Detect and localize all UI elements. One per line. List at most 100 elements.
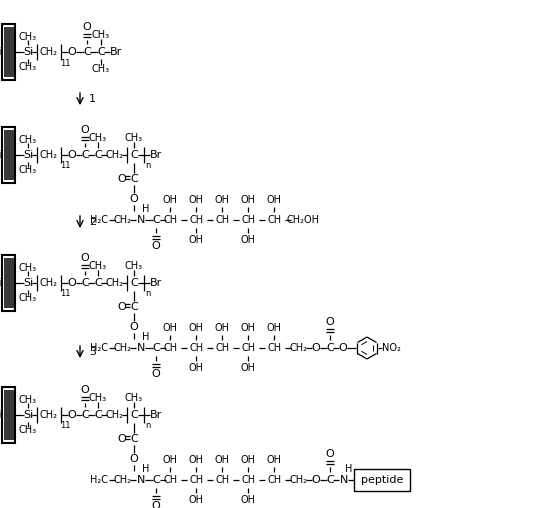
Text: CH₂: CH₂ [113,343,131,353]
Text: CH₂: CH₂ [113,475,131,485]
Text: H: H [142,204,150,214]
Text: CH₂: CH₂ [40,47,58,57]
Text: C: C [130,150,138,160]
Text: H₂C: H₂C [90,475,108,485]
Text: O: O [82,22,91,32]
Text: CH: CH [190,343,204,353]
Text: OH: OH [215,323,229,333]
Text: O: O [81,385,90,395]
Text: CH₂: CH₂ [105,278,123,288]
Text: CH: CH [216,215,230,225]
Text: n: n [145,290,150,299]
Text: OH: OH [241,495,255,505]
Text: peptide: peptide [361,475,403,485]
Text: Ti: Ti [0,150,2,160]
Text: O: O [326,449,335,459]
Text: OH: OH [163,323,178,333]
Text: O: O [67,150,76,160]
Text: OH: OH [241,455,255,465]
Text: OH: OH [163,195,178,205]
Bar [2,127,15,183]
Text: C: C [130,410,138,420]
Text: CH₃: CH₃ [19,395,37,405]
Bar [2,24,15,80]
Bar [2,255,15,311]
Text: O: O [326,317,335,327]
Text: OH: OH [189,323,204,333]
Text: CH: CH [216,343,230,353]
Text: O: O [67,47,76,57]
Text: N: N [137,343,145,353]
Text: O: O [129,454,138,464]
Text: OH: OH [189,235,204,245]
Text: OH: OH [241,235,255,245]
Text: CH₂: CH₂ [40,278,58,288]
Text: O: O [81,253,90,263]
Text: O: O [152,501,160,508]
Text: H₂C: H₂C [90,215,108,225]
Text: C: C [97,47,105,57]
Text: C: C [94,410,102,420]
Text: OH: OH [189,495,204,505]
Text: CH: CH [164,215,178,225]
Text: CH: CH [268,215,282,225]
Text: O: O [118,434,127,444]
Text: CH: CH [216,475,230,485]
Text: Br: Br [110,47,122,57]
Text: H₂C: H₂C [90,343,108,353]
Text: CH₃: CH₃ [19,165,37,175]
Text: CH₂: CH₂ [40,150,58,160]
Text: C: C [81,278,89,288]
Text: CH₃: CH₃ [19,62,37,72]
Text: 1: 1 [89,94,96,104]
Text: C: C [81,410,89,420]
Text: CH: CH [164,343,178,353]
Text: N: N [340,475,348,485]
Text: Br: Br [150,278,162,288]
Text: OH: OH [241,363,255,373]
Text: CH₂: CH₂ [40,410,58,420]
Text: CH: CH [268,475,282,485]
Text: O: O [81,125,90,135]
Text: Ti: Ti [0,410,2,420]
Bar [3,27,13,77]
Text: O: O [312,343,320,353]
Text: CH: CH [190,475,204,485]
Text: CH₃: CH₃ [89,393,107,403]
Text: 3: 3 [89,347,96,357]
Text: OH: OH [267,323,281,333]
Text: C: C [152,475,160,485]
Text: CH₃: CH₃ [19,263,37,273]
Text: NO₂: NO₂ [382,343,400,353]
Bar [3,130,13,180]
Text: CH₃: CH₃ [125,133,143,143]
Text: O: O [312,475,320,485]
Text: H: H [142,464,150,474]
Text: CH₃: CH₃ [19,425,37,435]
Text: C: C [326,475,334,485]
Text: C: C [94,150,102,160]
Text: O: O [338,343,347,353]
Text: Si: Si [23,410,33,420]
Text: CH: CH [164,475,178,485]
Text: N: N [137,215,145,225]
Text: O: O [67,278,76,288]
Text: CH₂: CH₂ [105,150,123,160]
Text: 11: 11 [60,162,71,171]
Text: CH₂: CH₂ [289,475,307,485]
Text: C: C [130,302,138,312]
Text: n: n [145,162,150,171]
Text: CH₃: CH₃ [89,133,107,143]
Text: CH₃: CH₃ [19,135,37,145]
Text: OH: OH [241,323,255,333]
Bar [2,387,15,443]
Text: O: O [118,174,127,184]
Text: CH: CH [242,343,256,353]
Text: OH: OH [189,455,204,465]
Text: CH₂: CH₂ [105,410,123,420]
Bar [3,390,13,440]
Text: Br: Br [150,150,162,160]
Text: OH: OH [189,195,204,205]
Text: CH₂: CH₂ [113,215,131,225]
Text: CH: CH [242,215,256,225]
